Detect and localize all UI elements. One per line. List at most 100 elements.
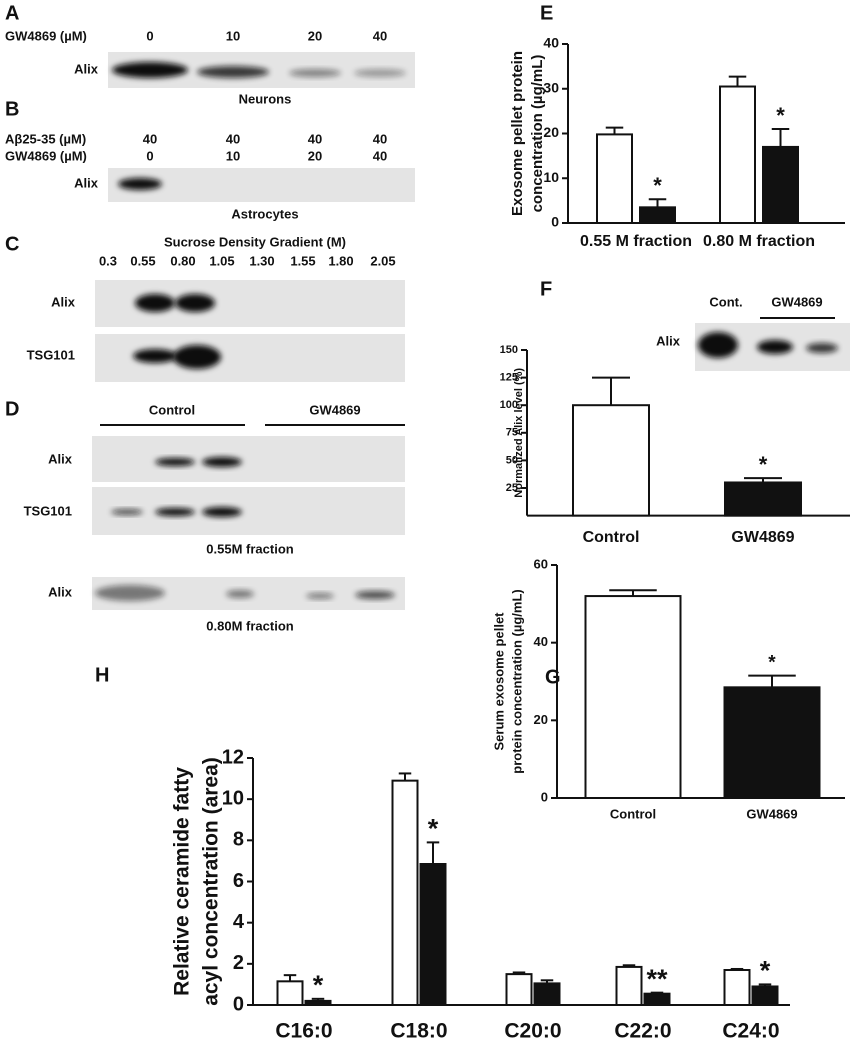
row-label: Alix xyxy=(48,451,73,466)
y-axis-label: concentration (µg/mL) xyxy=(529,55,546,213)
y-tick-label: 40 xyxy=(534,634,548,649)
row-label: TSG101 xyxy=(27,347,75,362)
y-tick-label: 0 xyxy=(551,214,559,230)
x-tick-label: 0.80 M fraction xyxy=(703,233,815,250)
lane-label: 40 xyxy=(373,131,387,146)
y-tick-label: 0 xyxy=(541,789,548,804)
y-tick-label: 12 xyxy=(222,746,244,768)
blot-caption: Astrocytes xyxy=(231,206,298,221)
x-tick-label: C16:0 xyxy=(275,1020,332,1043)
lane-label: 20 xyxy=(308,28,322,43)
y-tick-label: 20 xyxy=(534,712,548,727)
bar xyxy=(643,992,671,1006)
y-tick-label: 4 xyxy=(233,911,245,933)
x-tick-label: GW4869 xyxy=(731,529,794,546)
y-tick-label: 150 xyxy=(500,344,518,356)
row-label: Alix xyxy=(48,584,73,599)
lane-label: 0 xyxy=(146,148,153,163)
significance: * xyxy=(776,103,785,128)
blot-caption: 0.55M fraction xyxy=(206,541,293,556)
lane-label: 1.30 xyxy=(249,253,274,268)
lane-label: 20 xyxy=(308,148,322,163)
lane-label: 0.3 xyxy=(99,253,117,268)
bar xyxy=(596,133,633,225)
treatment-label: GW4869 (µM) xyxy=(5,148,87,163)
bands xyxy=(133,294,221,369)
bar xyxy=(723,686,821,800)
lane-label: 40 xyxy=(308,131,322,146)
panel-letter: A xyxy=(5,2,19,24)
significance: * xyxy=(313,970,324,1000)
y-axis-label: protein concentration (µg/mL) xyxy=(509,589,524,773)
significance: * xyxy=(768,653,776,674)
lane-label: 40 xyxy=(226,131,240,146)
x-tick-label: 0.55 M fraction xyxy=(580,233,692,250)
y-tick-label: 30 xyxy=(543,79,559,95)
y-tick-label: 100 xyxy=(500,399,518,411)
y-axis-label: Normalized Alix level (%) xyxy=(513,368,525,498)
bar xyxy=(419,863,447,1006)
bar xyxy=(505,973,533,1006)
y-tick-label: 0 xyxy=(233,993,244,1015)
lane-label: 40 xyxy=(143,131,157,146)
lane-label: 0.80 xyxy=(170,253,195,268)
bar xyxy=(533,982,561,1007)
y-tick-label: 50 xyxy=(506,454,518,466)
y-tick-label: 6 xyxy=(233,870,244,892)
lane-label: 10 xyxy=(226,148,240,163)
y-tick-label: 25 xyxy=(506,482,518,494)
group-label: Control xyxy=(149,402,195,417)
lane-label: GW4869 xyxy=(771,294,822,309)
bar xyxy=(276,980,304,1006)
lane-label: 1.55 xyxy=(290,253,315,268)
bands xyxy=(95,457,395,601)
lane-label: 10 xyxy=(226,28,240,43)
significance: * xyxy=(759,452,768,477)
y-axis-label: Relative ceramide fatty xyxy=(171,767,194,996)
panel-letter: C xyxy=(5,233,19,255)
lane-label: 40 xyxy=(373,148,387,163)
row-label: Alix xyxy=(51,294,76,309)
bar xyxy=(615,965,643,1007)
row-label: Alix xyxy=(656,333,681,348)
significance: * xyxy=(760,956,771,986)
y-axis-label: acyl concentration (area) xyxy=(200,757,223,1006)
blot-caption: Neurons xyxy=(239,91,292,106)
blot xyxy=(92,436,405,482)
y-tick-label: 2 xyxy=(233,952,244,974)
blot xyxy=(92,487,405,535)
treatment-label: GW4869 (µM) xyxy=(5,28,87,43)
y-tick-label: 20 xyxy=(543,124,559,140)
bar xyxy=(584,595,682,799)
bar xyxy=(572,404,650,517)
lane-label: 40 xyxy=(373,28,387,43)
x-tick-label: C22:0 xyxy=(614,1020,671,1043)
bands xyxy=(698,332,838,358)
lane-label: 2.05 xyxy=(370,253,395,268)
significance: * xyxy=(653,173,662,198)
panel-letter: F xyxy=(540,278,552,300)
bar xyxy=(762,145,799,224)
panel-letter: E xyxy=(540,2,553,24)
significance: ** xyxy=(646,964,668,994)
y-tick-label: 10 xyxy=(543,169,559,185)
bar xyxy=(723,969,751,1007)
panel-letter: G xyxy=(545,666,561,688)
row-label: Alix xyxy=(74,175,99,190)
y-axis-label: Serum exosome pellet xyxy=(491,612,506,751)
treatment-label: Aβ25-35 (µM) xyxy=(5,131,86,146)
x-tick-label: C20:0 xyxy=(504,1020,561,1043)
y-tick-label: 8 xyxy=(233,829,244,851)
x-tick-label: Control xyxy=(610,806,656,821)
x-tick-label: C18:0 xyxy=(390,1020,447,1043)
row-label: TSG101 xyxy=(24,503,72,518)
x-tick-label: GW4869 xyxy=(746,806,797,821)
y-tick-label: 40 xyxy=(543,35,559,51)
lane-label: 1.05 xyxy=(209,253,234,268)
y-tick-label: 60 xyxy=(534,556,548,571)
y-tick-label: 10 xyxy=(222,787,244,809)
bands xyxy=(112,62,406,78)
y-tick-label: 75 xyxy=(506,427,518,439)
blot-caption: 0.80M fraction xyxy=(206,618,293,633)
significance: * xyxy=(428,814,439,844)
